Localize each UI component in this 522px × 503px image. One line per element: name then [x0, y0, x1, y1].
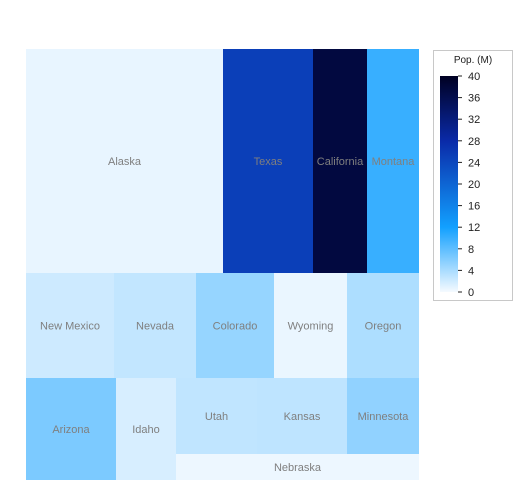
legend-tick-label: 24: [468, 157, 480, 169]
treemap-label-oregon: Oregon: [365, 321, 402, 333]
legend-tick-label: 4: [468, 265, 474, 277]
treemap-cell-nevada: [114, 273, 196, 378]
treemap-label-colorado: Colorado: [213, 321, 258, 333]
treemap-cell-kansas: [257, 378, 347, 454]
treemap-label-nebraska: Nebraska: [274, 462, 322, 474]
treemap-cell-minnesota: [347, 378, 419, 454]
treemap-cell-idaho: [116, 378, 176, 480]
treemap-label-utah: Utah: [205, 411, 228, 423]
treemap-label-texas: Texas: [254, 156, 283, 168]
legend-tick-label: 0: [468, 287, 474, 299]
treemap-cell-alaska: [26, 49, 223, 273]
treemap-cell-nebraska: [176, 454, 419, 480]
legend-tick-label: 20: [468, 179, 480, 191]
legend-tick-label: 36: [468, 93, 480, 105]
legend-tick-label: 16: [468, 201, 480, 213]
treemap-cell-california: [313, 49, 367, 273]
treemap-label-alaska: Alaska: [108, 156, 142, 168]
treemap-cell-texas: [223, 49, 313, 273]
treemap-cell-colorado: [196, 273, 274, 378]
treemap-label-wyoming: Wyoming: [288, 321, 334, 333]
legend-tick-label: 12: [468, 222, 480, 234]
legend-tick-label: 8: [468, 244, 474, 256]
treemap-label-kansas: Kansas: [284, 411, 321, 423]
color-legend: Pop. (M) 0 4 8 12 16 20 24 28 32 36 40: [433, 50, 513, 301]
legend-tick-label: 40: [468, 71, 480, 83]
treemap-labels: Alaska Texas California Montana New Mexico Ne…: [40, 156, 415, 474]
treemap-label-minnesota: Minnesota: [358, 411, 410, 423]
treemap-cell-utah: [176, 378, 257, 454]
legend-title: Pop. (M): [453, 55, 493, 66]
treemap-cell-montana: [367, 49, 419, 273]
treemap-cells: [26, 49, 419, 480]
treemap-label-idaho: Idaho: [132, 424, 160, 436]
legend-gradient-bar: [440, 76, 458, 292]
treemap-label-arizona: Arizona: [52, 424, 90, 436]
treemap-cell-arizona: [26, 378, 116, 480]
treemap-label-california: California: [317, 156, 364, 168]
treemap-cell-oregon: [347, 273, 419, 378]
legend-tick-label: 28: [468, 136, 480, 148]
treemap-label-montana: Montana: [372, 156, 416, 168]
treemap-cell-wyoming: [274, 273, 347, 378]
legend-colorbar: 0 4 8 12 16 20 24 28 32 36 40: [440, 71, 480, 299]
legend-tick-label: 32: [468, 114, 480, 126]
legend-ticks: 0 4 8 12 16 20 24 28 32 36 40: [458, 71, 480, 299]
treemap-cell-new-mexico: [26, 273, 114, 378]
treemap-label-nevada: Nevada: [136, 321, 175, 333]
treemap-label-new-mexico: New Mexico: [40, 321, 100, 333]
